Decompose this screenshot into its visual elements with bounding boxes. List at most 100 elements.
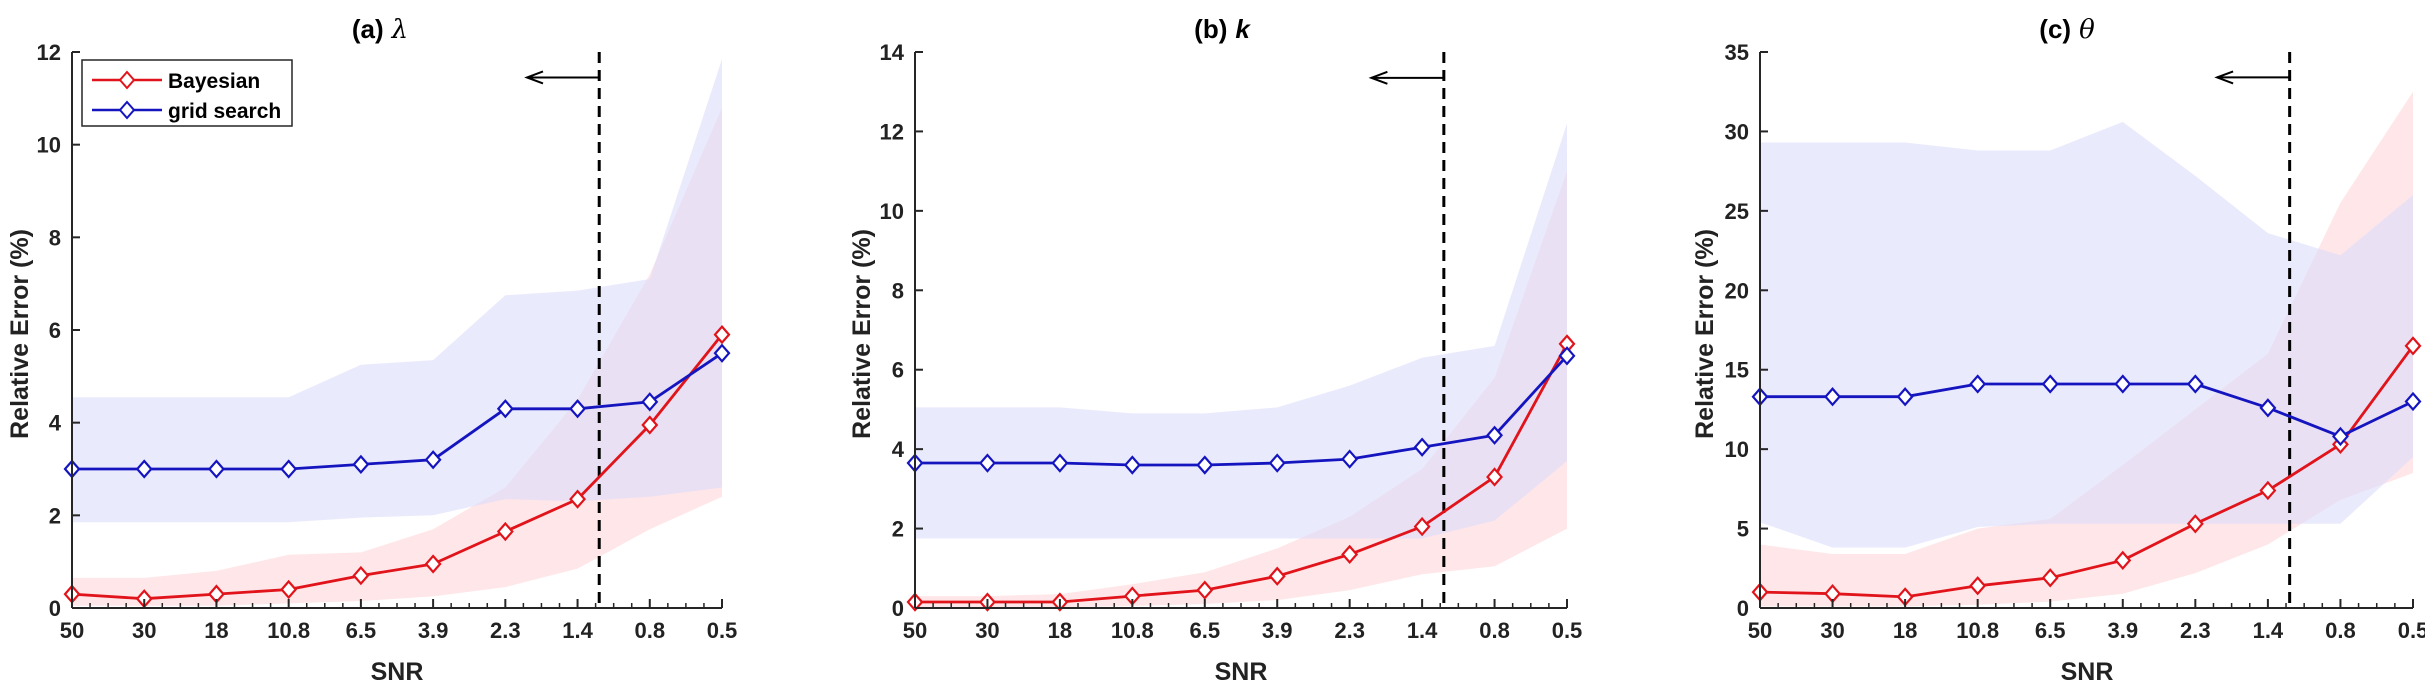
bayesian-point — [352, 565, 370, 586]
y-tick-label: 30 — [1725, 119, 1749, 144]
x-tick-label: 30 — [132, 618, 156, 643]
y-tick-label: 12 — [37, 40, 61, 65]
bayesian-point — [1341, 544, 1359, 565]
grid-search-point — [2404, 391, 2422, 412]
y-tick-label: 6 — [892, 358, 904, 383]
y-tick-label: 0 — [1737, 596, 1749, 621]
plot-area: 0 5 10 15 20 25 30 35 50 30 18 10.8 6.5 3.9 2.3 1.4 0.8 0… — [1725, 40, 2425, 643]
x-tick-label: 6.5 — [1189, 618, 1220, 643]
y-tick-label: 25 — [1725, 199, 1749, 224]
grid-search-point — [1413, 437, 1431, 457]
x-tick-label: 1.4 — [2253, 618, 2284, 643]
y-tick-label: 15 — [1725, 358, 1749, 383]
panel-b-title: (b) k — [1194, 14, 1251, 44]
grid-search-point — [641, 392, 659, 412]
y-tick-label: 0 — [892, 596, 904, 621]
grid-search-point — [207, 459, 225, 479]
bayesian-point — [2404, 336, 2422, 356]
grid-search-point — [135, 459, 153, 479]
x-tick-label: 10.8 — [1111, 618, 1154, 643]
plot-area: 0 2 4 6 8 10 12 14 50 30 18 10.8 6.5 3.9 2.3 1.4 0.8 0.5 — [880, 40, 1583, 643]
y-tick-label: 12 — [880, 119, 904, 144]
x-tick-label: 18 — [1048, 618, 1072, 643]
bayesian-point — [569, 489, 587, 509]
panel-c-theta: 0 5 10 15 20 25 30 35 50 30 18 10.8 6.5 3.9 2.3 1.4 0.8 0… — [1691, 14, 2425, 685]
grid-search-point — [1196, 455, 1214, 475]
panel-a-xlabel: SNR — [371, 658, 424, 685]
x-tick-label: 2.3 — [2180, 618, 2211, 643]
grid-search-point — [1341, 449, 1359, 469]
bayesian-point — [1413, 516, 1431, 537]
x-tick-label: 0.8 — [2325, 618, 2356, 643]
legend-bayesian-marker — [118, 70, 136, 90]
x-tick-label: 0.5 — [1552, 618, 1583, 643]
grid-search-point — [1123, 455, 1141, 475]
grid-search-point — [978, 453, 996, 473]
y-tick-label: 5 — [1737, 517, 1749, 542]
x-tick-label: 0.8 — [634, 618, 665, 643]
grid-search-point — [1969, 374, 1987, 394]
grid-search-point — [2331, 426, 2349, 447]
legend-bayesian-label: Bayesian — [168, 70, 260, 93]
bayesian-point — [1196, 580, 1214, 600]
y-tick-label: 0 — [49, 596, 61, 621]
y-tick-label: 10 — [1725, 437, 1749, 462]
y-tick-label: 2 — [892, 517, 904, 542]
grid-search-point — [424, 450, 442, 470]
grid-search-band — [1760, 121, 2413, 548]
y-tick-label: 14 — [880, 40, 905, 65]
x-tick-label: 6.5 — [346, 618, 377, 643]
y-tick-label: 8 — [49, 225, 61, 250]
panel-c-title: (c) θ — [2039, 14, 2095, 45]
bayesian-point — [2114, 550, 2132, 571]
grid-search-point — [1824, 387, 1842, 407]
grid-search-point — [280, 459, 298, 479]
y-tick-label: 35 — [1725, 40, 1749, 65]
threshold-arrow-head — [2214, 70, 2234, 85]
grid-search-point — [1268, 453, 1286, 473]
legend-grid-search-label: grid search — [168, 100, 281, 123]
y-tick-label: 4 — [892, 437, 905, 462]
legend: Bayesian grid search — [81, 59, 293, 127]
grid-search-point — [713, 343, 731, 363]
grid-search-point — [352, 454, 370, 475]
x-tick-label: 0.5 — [2398, 618, 2425, 643]
x-tick-label: 2.3 — [1334, 618, 1365, 643]
threshold-arrow-head — [524, 70, 544, 85]
x-tick-label: 18 — [1893, 618, 1917, 643]
grid-search-point — [496, 399, 514, 419]
panel-a-ylabel: Relative Error (%) — [6, 229, 34, 439]
x-tick-label: 1.4 — [562, 618, 593, 643]
plot-area: 0 2 4 6 8 10 12 50 30 18 10.8 6.5 3.9 2.3 1.4 0.8 0.5 — [37, 40, 738, 643]
legend-grid-search-marker — [118, 100, 136, 120]
x-tick-label: 3.9 — [418, 618, 449, 643]
bayesian-line — [71, 333, 724, 601]
bayesian-point — [2259, 480, 2277, 501]
y-tick-label: 10 — [880, 199, 904, 224]
threshold-arrow-head — [1368, 70, 1388, 85]
x-tick-label: 3.9 — [2107, 618, 2138, 643]
legend-box — [81, 59, 293, 127]
x-tick-label: 18 — [204, 618, 228, 643]
y-tick-label: 20 — [1725, 278, 1749, 303]
x-tick-label: 50 — [60, 618, 84, 643]
y-tick-label: 10 — [37, 133, 61, 158]
y-tick-label: 4 — [49, 411, 62, 436]
x-tick-label: 30 — [1820, 618, 1844, 643]
x-tick-label: 6.5 — [2035, 618, 2066, 643]
grid-search-point — [2186, 374, 2204, 394]
bayesian-point — [1969, 576, 1987, 596]
grid-search-point — [2114, 374, 2132, 394]
bayesian-point — [713, 324, 731, 345]
bayesian-point — [496, 521, 514, 542]
x-tick-label: 0.5 — [707, 618, 738, 643]
grid-search-point — [1486, 425, 1504, 445]
grid-search-point — [2259, 398, 2277, 418]
bayesian-point — [1486, 467, 1504, 487]
bayesian-point — [280, 579, 298, 600]
grid-search-point — [1558, 346, 1576, 366]
grid-search-point — [1051, 453, 1069, 473]
x-tick-label: 3.9 — [1262, 618, 1293, 643]
grid-search-point — [569, 399, 587, 419]
